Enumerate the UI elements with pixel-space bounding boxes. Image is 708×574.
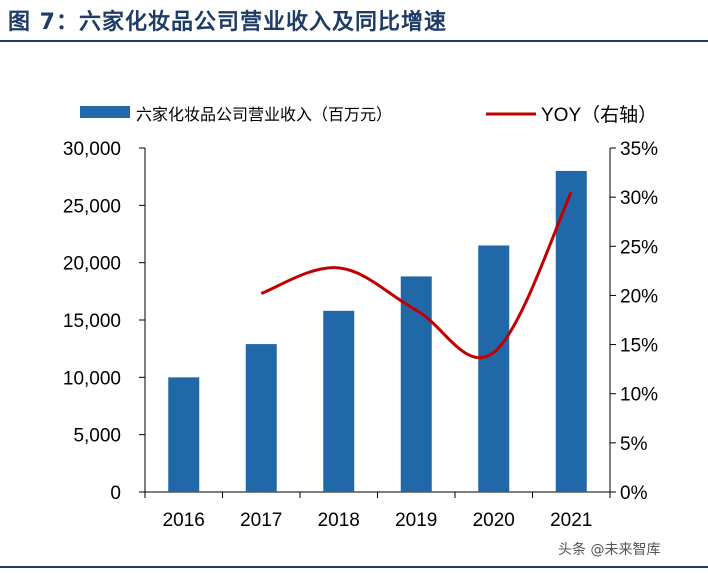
legend-revenue-swatch: [80, 106, 130, 118]
left-tick-label: 25,000: [63, 196, 121, 217]
chart-legend: 六家化妆品公司营业收入（百万元） YOY（右轴）: [80, 104, 657, 126]
left-tick-label: 15,000: [63, 311, 121, 332]
source-watermark: 头条 @未来智库: [558, 542, 661, 558]
yoy-line-group: [260, 191, 573, 360]
revenue-bar: [323, 310, 355, 492]
right-tick-label: 0%: [620, 483, 648, 504]
right-tick-label: 35%: [620, 139, 658, 160]
revenue-bar: [400, 276, 432, 492]
right-tick-label: 15%: [620, 336, 658, 357]
revenue-bar: [245, 344, 277, 492]
axis-tick-labels: 0 5,000 10,000 15,000 20,000 25,000 30,000 0% 5%…: [63, 139, 658, 531]
left-tick-label: 0: [110, 483, 121, 504]
x-tick-label: 2021: [550, 510, 592, 531]
right-tick-label: 25%: [620, 237, 658, 258]
revenue-bar: [168, 377, 200, 492]
right-tick-label: 10%: [620, 385, 658, 406]
legend-yoy-label: YOY（右轴）: [541, 104, 657, 126]
x-tick-label: 2019: [395, 510, 437, 531]
bottom-divider: [0, 566, 708, 568]
left-tick-label: 20,000: [63, 254, 121, 275]
x-tick-label: 2018: [318, 510, 360, 531]
x-tick-label: 2016: [163, 510, 205, 531]
revenue-bar: [555, 170, 587, 492]
left-tick-label: 30,000: [63, 139, 121, 160]
legend-revenue-label: 六家化妆品公司营业收入（百万元）: [136, 105, 392, 124]
title-divider: [0, 40, 708, 42]
right-tick-label: 5%: [620, 434, 648, 455]
x-tick-label: 2020: [473, 510, 515, 531]
left-tick-label: 5,000: [73, 426, 121, 447]
x-tick-label: 2017: [240, 510, 282, 531]
yoy-line: [260, 191, 573, 360]
chart-axes: [139, 147, 616, 498]
right-tick-label: 20%: [620, 286, 658, 307]
revenue-bar: [478, 245, 510, 492]
left-tick-label: 10,000: [63, 368, 121, 389]
right-tick-label: 30%: [620, 188, 658, 209]
revenue-bars: [168, 170, 587, 492]
figure-title: 图 7：六家化妆品公司营业收入及同比增速: [8, 10, 447, 35]
